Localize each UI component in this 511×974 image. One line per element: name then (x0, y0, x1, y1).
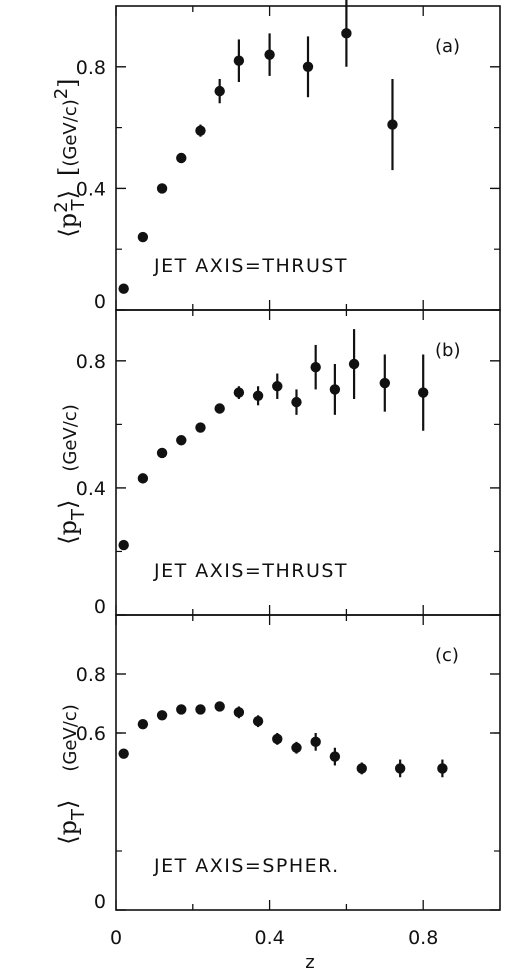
panel-c-point (176, 704, 187, 715)
panel-c-point (310, 736, 321, 748)
panel-b-point (291, 396, 302, 408)
panel-b-point (214, 403, 225, 414)
panel-a-point (137, 231, 149, 243)
panel-a-point (341, 28, 352, 39)
panel-c-ytick-label: 0.8 (76, 664, 106, 686)
panel-c-ytick-label: 0 (94, 891, 106, 913)
panel-c-ytick-label: 0.6 (76, 723, 106, 745)
panel-c-frame (115, 614, 501, 911)
panel-c-point (137, 718, 149, 730)
panel-b-point (233, 387, 245, 398)
panel-a-point (195, 125, 206, 136)
panel-c-point (356, 763, 367, 774)
panel-a-ytick-label: 0 (94, 291, 106, 313)
panel-b-point (329, 384, 341, 395)
panel-a-ytick-label: 0.4 (76, 178, 106, 200)
panel-c-point (252, 716, 264, 727)
panel-c-point (214, 701, 225, 712)
xtick-label: 0.8 (408, 927, 438, 949)
panel-c-point (394, 763, 406, 774)
panel-a-ytick-label: 0.8 (76, 57, 106, 79)
panel-c-point (195, 704, 206, 715)
panel-c-point (329, 751, 341, 762)
panel-b-ytick-label: 0.8 (76, 351, 106, 373)
panel-b-annotation: JET AXIS=THRUST (153, 560, 348, 582)
panel-b-point (379, 377, 390, 389)
panel-a-point (214, 85, 225, 97)
panel-c-point (272, 733, 283, 745)
panel-b-point (252, 390, 264, 401)
panel-a-label: (a) (435, 36, 460, 57)
panel-a-annotation: JET AXIS=THRUST (153, 255, 348, 277)
panel-c-point (233, 707, 245, 718)
panel-c-point (156, 710, 168, 721)
panel-c-point (291, 742, 302, 753)
x-axis-label: z (305, 952, 314, 973)
panel-a-point (176, 152, 187, 164)
panel-b-point (156, 447, 168, 459)
panel-a-point (302, 61, 314, 72)
panel-c-label: (c) (435, 645, 459, 666)
panel-a-point (233, 55, 245, 66)
panel-b-point (137, 473, 149, 484)
panel-b-ytick-label: 0.4 (76, 478, 106, 500)
panel-b-ylabel: ⟨pT⟩(GeV/c) (54, 404, 89, 544)
panel-b-point (348, 358, 360, 370)
xtick-label: 0.4 (254, 927, 284, 949)
xtick-label: 0 (110, 927, 122, 949)
panel-a-point (156, 183, 168, 194)
panel-c-ylabel: ⟨pT⟩(GeV/c) (54, 704, 89, 844)
panel-a-point (264, 49, 275, 60)
panel-b-label: (b) (435, 340, 460, 361)
panel-b-point (310, 361, 321, 373)
panel-c-point (118, 748, 129, 759)
panel-b-point (272, 381, 283, 392)
panel-a-point (387, 119, 398, 130)
panel-a-point (118, 283, 129, 294)
panel-b-ytick-label: 0 (94, 596, 106, 618)
panel-b-point (176, 435, 187, 446)
panel-b-point (195, 422, 206, 433)
panel-a-ylabel: ⟨p2T⟩[(GeV/c)2] (51, 78, 89, 237)
panel-b-point (418, 387, 429, 398)
panel-c-point (437, 763, 448, 774)
panel-b-point (118, 539, 129, 551)
panel-c-annotation: JET AXIS=SPHER. (153, 855, 340, 877)
